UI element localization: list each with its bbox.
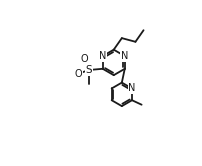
- Text: N: N: [128, 83, 136, 93]
- Text: N: N: [121, 51, 128, 61]
- Text: O: O: [74, 69, 82, 79]
- Text: N: N: [99, 51, 106, 61]
- Text: O: O: [81, 54, 88, 64]
- Text: S: S: [85, 65, 92, 75]
